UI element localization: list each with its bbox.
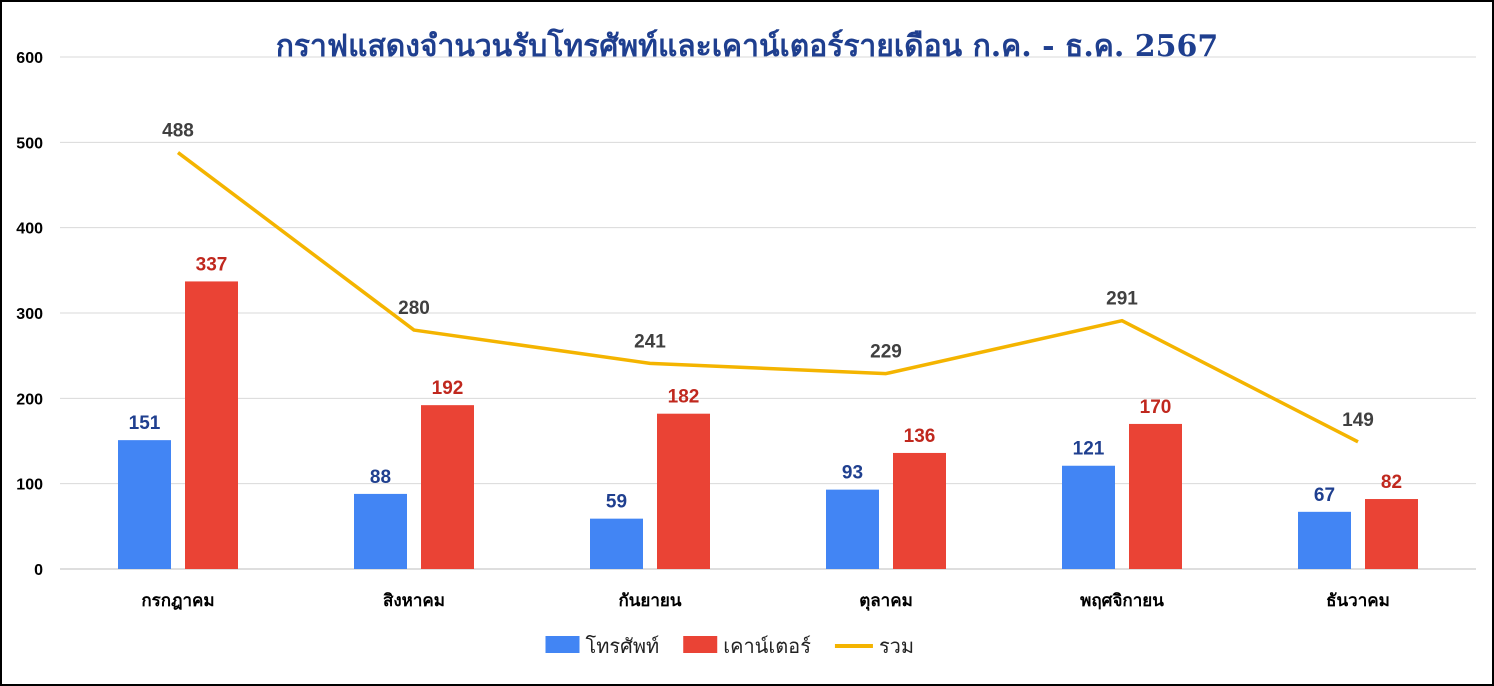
data-label: 136 bbox=[904, 426, 936, 447]
bar bbox=[1365, 499, 1418, 569]
data-label: 291 bbox=[1106, 289, 1138, 310]
gridlines bbox=[60, 56, 1476, 570]
data-label: 488 bbox=[162, 121, 194, 142]
bar bbox=[826, 489, 879, 569]
x-tick-label: ตุลาคม bbox=[859, 591, 913, 611]
bar bbox=[185, 281, 238, 569]
data-label: 280 bbox=[398, 298, 430, 319]
legend-label: รวม bbox=[879, 634, 914, 658]
data-label: 337 bbox=[196, 254, 228, 275]
data-label: 241 bbox=[634, 331, 666, 352]
data-label: 88 bbox=[370, 467, 391, 488]
data-label: 82 bbox=[1381, 472, 1402, 493]
data-label: 93 bbox=[842, 463, 863, 484]
data-label: 170 bbox=[1140, 397, 1172, 418]
data-label: 149 bbox=[1342, 410, 1374, 431]
total-line bbox=[176, 151, 1359, 444]
legend-swatch bbox=[683, 636, 718, 653]
y-tick-label: 0 bbox=[34, 562, 43, 579]
y-tick-label: 100 bbox=[16, 477, 43, 494]
x-tick-label: สิงหาคม bbox=[383, 591, 445, 611]
legend-label: โทรศัพท์ bbox=[586, 634, 660, 658]
y-tick-label: 400 bbox=[16, 221, 43, 238]
data-label: 192 bbox=[432, 378, 464, 399]
bar bbox=[893, 452, 946, 569]
data-label: 151 bbox=[129, 413, 161, 434]
bar bbox=[1129, 423, 1182, 569]
x-axis: กรกฎาคม สิงหาคม กันยายน ตุลาคม พฤศจิกายน ธันว… bbox=[141, 591, 1389, 611]
data-labels: 151 88 59 93 121 67 337 192 182 136 170 82 488 280 241… bbox=[129, 121, 1402, 513]
bar bbox=[421, 405, 474, 569]
x-tick-label: กรกฎาคม bbox=[141, 591, 214, 611]
y-tick-label: 500 bbox=[16, 135, 43, 152]
y-tick-label: 600 bbox=[16, 50, 43, 67]
bar bbox=[354, 493, 407, 569]
chart-title: กราฟแสดงจำนวนรับโทรศัพท์และเคาน์เตอร์ราย… bbox=[276, 27, 1218, 64]
legend-swatch bbox=[545, 636, 580, 653]
x-tick-label: ธันวาคม bbox=[1326, 591, 1390, 611]
x-tick-label: กันยายน bbox=[618, 591, 681, 611]
legend-label: เคาน์เตอร์ bbox=[723, 634, 811, 658]
data-label: 121 bbox=[1073, 439, 1105, 460]
y-tick-label: 300 bbox=[16, 306, 43, 323]
bar bbox=[657, 413, 710, 569]
x-tick-label: พฤศจิกายน bbox=[1080, 591, 1164, 611]
bar bbox=[1062, 465, 1115, 569]
legend: โทรศัพท์ เคาน์เตอร์ รวม bbox=[545, 634, 914, 658]
data-label: 182 bbox=[668, 387, 700, 408]
bar bbox=[1298, 511, 1351, 569]
bars bbox=[118, 281, 1418, 569]
data-label: 229 bbox=[870, 342, 902, 363]
data-label: 67 bbox=[1314, 485, 1335, 506]
data-label: 59 bbox=[606, 492, 627, 513]
bar bbox=[118, 440, 171, 569]
y-axis: 0 100 200 300 400 500 600 bbox=[16, 50, 43, 579]
series-line bbox=[176, 151, 1359, 444]
y-tick-label: 200 bbox=[16, 391, 43, 408]
bar bbox=[590, 518, 643, 569]
